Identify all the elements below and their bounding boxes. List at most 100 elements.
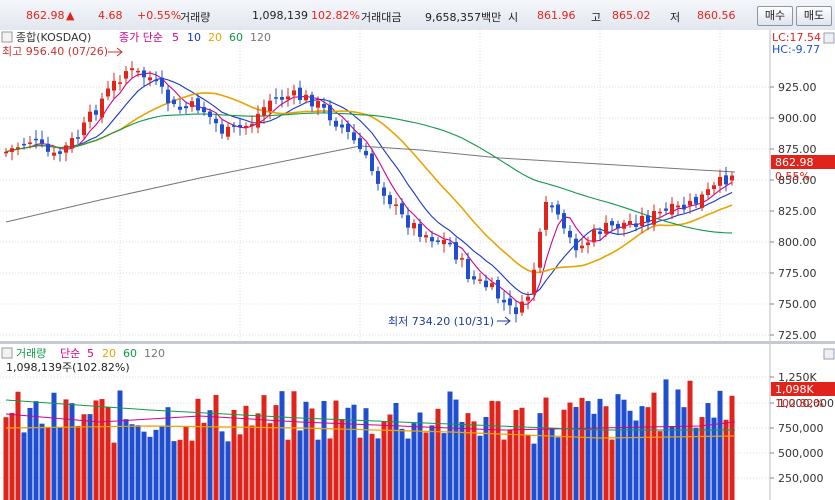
hc-readout: HC:-9.77 bbox=[772, 43, 820, 56]
volume-bar bbox=[99, 399, 105, 500]
volume-bar bbox=[279, 391, 285, 500]
candle-body bbox=[106, 88, 110, 97]
volume-bar bbox=[81, 414, 87, 500]
ma-period-120: 120 bbox=[250, 31, 271, 44]
volume-bar bbox=[27, 407, 33, 500]
candle-body bbox=[190, 101, 194, 108]
candle-body bbox=[280, 97, 284, 100]
volume-bar bbox=[591, 413, 597, 500]
volume-bar bbox=[567, 402, 573, 500]
volume-bar bbox=[153, 429, 159, 500]
candle-body bbox=[616, 223, 620, 229]
volume-bar bbox=[45, 427, 51, 500]
candle-body bbox=[298, 87, 302, 101]
volume-bar bbox=[639, 406, 645, 500]
price-tick-label: 725.00 bbox=[778, 329, 817, 342]
candle-body bbox=[574, 238, 578, 251]
change-arrow-icon: ▲ bbox=[66, 9, 75, 22]
ma-line bbox=[5, 92, 733, 274]
low-value: 860.56 bbox=[697, 9, 736, 22]
candle-body bbox=[52, 152, 56, 156]
volume-bar bbox=[51, 392, 57, 500]
volume-bar bbox=[609, 439, 615, 500]
volume-bar bbox=[171, 441, 177, 500]
candle-body bbox=[712, 185, 716, 190]
volume-bar bbox=[147, 436, 153, 500]
volume-bar bbox=[135, 425, 141, 500]
volume-bar bbox=[435, 408, 441, 500]
panel-splitter[interactable] bbox=[0, 341, 835, 344]
volume-bar bbox=[231, 409, 237, 500]
panel-menu-icon[interactable] bbox=[1, 31, 13, 43]
volume-bar bbox=[87, 414, 93, 500]
ma-label: 종가 단순 bbox=[119, 31, 163, 44]
volume-bar bbox=[687, 380, 693, 500]
volume-bar bbox=[255, 413, 261, 500]
volume-bar bbox=[381, 421, 387, 500]
volume-bar bbox=[21, 432, 27, 500]
candle-body bbox=[472, 276, 476, 280]
ma-period-20: 20 bbox=[208, 31, 222, 44]
volume-bar bbox=[315, 439, 321, 500]
ma-line bbox=[5, 112, 733, 234]
sell-button[interactable]: 매도 bbox=[796, 6, 832, 26]
candle-body bbox=[508, 298, 512, 306]
volume-bar bbox=[627, 410, 633, 500]
volume-bar bbox=[357, 437, 363, 500]
candle-body bbox=[652, 210, 656, 225]
volume-bar bbox=[555, 437, 561, 500]
volume-bar bbox=[285, 439, 291, 500]
volume-bar bbox=[603, 406, 609, 500]
candle-body bbox=[406, 215, 410, 228]
price-tick-label: 750.00 bbox=[778, 298, 817, 311]
candle-body bbox=[136, 70, 140, 73]
stock-chart[interactable]: 925.00 900.00 875.00 850.00 825.00 800.00 775.… bbox=[0, 30, 835, 500]
ma-period-10: 10 bbox=[187, 31, 201, 44]
candle-body bbox=[466, 259, 470, 280]
candle-body bbox=[556, 204, 560, 215]
volume-panel-scroll-icon[interactable] bbox=[823, 348, 835, 360]
panel-scroll-up-icon[interactable] bbox=[823, 32, 835, 44]
volume-ma-period-60: 60 bbox=[123, 347, 137, 360]
candle-body bbox=[580, 245, 584, 249]
candle-body bbox=[496, 279, 500, 299]
candle-body bbox=[88, 111, 92, 122]
price-tick-label: 825.00 bbox=[778, 205, 817, 218]
volume-ma-line bbox=[5, 399, 735, 431]
volume-bar bbox=[165, 407, 171, 500]
candle-body bbox=[400, 203, 404, 215]
volume-tick-label: 750,000 bbox=[778, 422, 824, 435]
volume-ratio: 102.82% bbox=[311, 9, 360, 22]
candle-body bbox=[370, 153, 374, 172]
volume-bar bbox=[327, 438, 333, 500]
buy-button[interactable]: 매수 bbox=[757, 6, 793, 26]
high-value: 865.02 bbox=[612, 9, 651, 22]
volume-bar bbox=[573, 406, 579, 500]
candle-body bbox=[166, 89, 170, 104]
candle-body bbox=[292, 90, 296, 96]
open-value: 861.96 bbox=[537, 9, 576, 22]
candle-body bbox=[172, 99, 176, 105]
volume-bar bbox=[411, 423, 417, 500]
candle-body bbox=[226, 126, 230, 137]
volume-tick-label: 1,250K bbox=[778, 371, 817, 384]
candle-body bbox=[514, 307, 518, 315]
candle-body bbox=[124, 71, 128, 79]
volume-bar bbox=[261, 395, 267, 500]
volume-bar bbox=[675, 389, 681, 500]
volume-panel-menu-icon[interactable] bbox=[1, 347, 13, 359]
volume-bar bbox=[453, 399, 459, 500]
volume-bar bbox=[519, 407, 525, 500]
volume-bar bbox=[363, 408, 369, 500]
candle-body bbox=[304, 94, 308, 101]
candle-body bbox=[28, 142, 32, 144]
volume-bar bbox=[225, 441, 231, 500]
candle-body bbox=[430, 237, 434, 242]
volume-bar bbox=[513, 409, 519, 500]
candle-body bbox=[550, 205, 554, 208]
volume-panel-title: 거래량 bbox=[16, 347, 46, 360]
volume-bar bbox=[579, 397, 585, 500]
volume-bar bbox=[141, 431, 147, 500]
candle-body bbox=[346, 123, 350, 132]
ma-line bbox=[5, 77, 733, 296]
